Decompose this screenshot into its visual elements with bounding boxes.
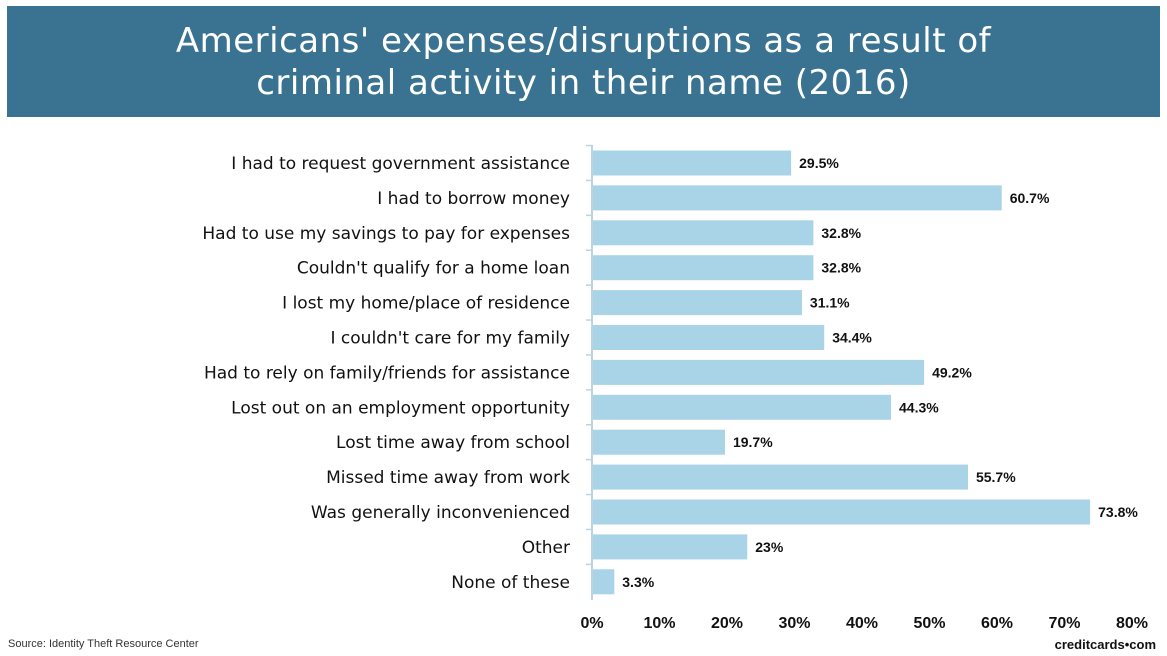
bar: [593, 499, 1091, 525]
data-label: 3.3%: [622, 574, 654, 590]
category-label: I had to borrow money: [377, 189, 570, 209]
data-label: 73.8%: [1098, 504, 1138, 520]
data-label: 31.1%: [810, 295, 850, 311]
data-label: 23%: [755, 539, 784, 555]
bar: [593, 325, 825, 350]
x-tick-label: 10%: [643, 615, 675, 632]
brand-logo-text: creditcards•com: [1054, 637, 1156, 652]
chart-header: Americans' expenses/disruptions as a res…: [7, 6, 1160, 117]
data-label: 55.7%: [976, 469, 1016, 485]
bar: [593, 569, 615, 595]
bar: [593, 255, 814, 281]
x-tick-label: 30%: [778, 615, 810, 632]
source-note: Source: Identity Theft Resource Center: [8, 638, 199, 650]
category-label: Lost out on an employment opportunity: [231, 398, 570, 418]
data-label: 32.8%: [821, 260, 861, 276]
chart-title-line-2: criminal activity in their name (2016): [256, 62, 911, 103]
category-label: Had to use my savings to pay for expense…: [202, 224, 570, 244]
category-label: Other: [522, 538, 570, 558]
category-label: Had to rely on family/friends for assist…: [204, 363, 570, 383]
data-label: 19.7%: [733, 434, 773, 450]
data-label: 60.7%: [1010, 190, 1050, 206]
category-label: Lost time away from school: [336, 433, 570, 453]
category-label: I lost my home/place of residence: [282, 294, 570, 314]
data-label: 32.8%: [821, 225, 861, 241]
x-tick-label: 80%: [1116, 615, 1148, 632]
chart-title-line-1: Americans' expenses/disruptions as a res…: [175, 20, 992, 61]
bar: [593, 429, 725, 455]
bar: [593, 359, 925, 385]
x-tick-label: 60%: [981, 615, 1013, 632]
bar: [593, 150, 792, 176]
category-label: I had to request government assistance: [231, 154, 570, 174]
bar: [593, 394, 892, 420]
x-tick-label: 0%: [580, 615, 603, 632]
category-label: I couldn't care for my family: [331, 329, 571, 349]
bar: [593, 220, 814, 246]
x-tick-label: 20%: [711, 615, 743, 632]
bar: [593, 464, 968, 490]
data-label: 44.3%: [899, 399, 939, 415]
data-label: 49.2%: [932, 364, 972, 380]
bar: [593, 185, 1002, 211]
data-label: 34.4%: [832, 330, 872, 346]
data-label: 29.5%: [799, 155, 839, 171]
x-tick-label: 70%: [1048, 615, 1080, 632]
category-label: Missed time away from work: [326, 468, 570, 488]
x-tick-label: 50%: [913, 615, 945, 632]
x-tick-label: 40%: [846, 615, 878, 632]
bar: [593, 290, 802, 316]
bar: [593, 534, 748, 560]
category-label: None of these: [451, 573, 570, 593]
category-label: Was generally inconvenienced: [311, 503, 570, 523]
category-label: Couldn't qualify for a home loan: [297, 259, 570, 279]
